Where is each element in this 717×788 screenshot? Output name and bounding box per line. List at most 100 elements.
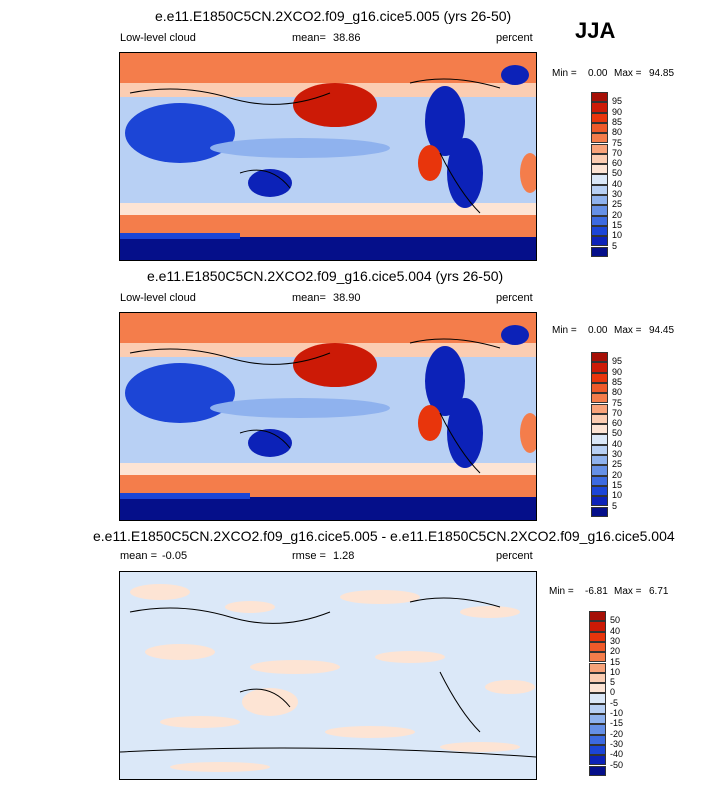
panel3-colorbar-segment	[589, 662, 606, 673]
panel3-colorbar-segment	[589, 724, 606, 735]
panel2-colorbar-segment	[591, 424, 608, 435]
panel1-map-svg	[120, 53, 536, 260]
panel2-colorbar-tick-label: 75	[612, 397, 623, 408]
panel2-colorbar-segment	[591, 382, 608, 394]
panel1-colorbar-segment	[591, 205, 608, 216]
panel3-colorbar-segment	[589, 693, 606, 704]
panel2-colorbar-tick-label: 15	[612, 479, 623, 490]
panel1-colorbar-tick-label: 70	[612, 147, 623, 158]
panel2-colorbar-segment	[591, 393, 608, 404]
panel1-colorbar-segment	[591, 225, 608, 237]
panel1-colorbar-tick-label: 5	[612, 240, 618, 251]
panel1-colorbar-segment	[591, 143, 608, 154]
panel1-map	[119, 52, 537, 261]
panel1-colorbar-segment	[591, 195, 608, 206]
panel3-units: percent	[496, 550, 533, 562]
panel2-colorbar-tick-label: 95	[612, 356, 623, 367]
panel2-colorbar-segment	[591, 403, 608, 414]
panel2-colorbar-tick-label: 85	[612, 376, 623, 387]
panel3-colorbar-tick-label: 15	[610, 656, 621, 667]
panel3-max-label: Max =	[614, 586, 642, 597]
north-america-land	[425, 86, 465, 156]
panel1-colorbar-tick-label: 90	[612, 106, 623, 117]
panel1-colorbar-tick-label: 10	[612, 230, 623, 241]
panel3-colorbar-tick-label: -5	[610, 697, 619, 708]
panel3-colorbar-tick-label: -10	[610, 708, 624, 718]
panel1-colorbar-segment	[591, 246, 608, 257]
panel1-colorbar-tick-label: 25	[612, 199, 623, 210]
panel1-colorbar-tick-label: 30	[612, 189, 623, 199]
panel1-mean-value: 38.86	[333, 32, 361, 44]
panel2-colorbar-segment	[591, 485, 608, 497]
panel1-colorbar-segment	[591, 133, 608, 144]
panel2-colorbar-tick-label: 10	[612, 490, 623, 501]
panel1-colorbar-segment	[591, 164, 608, 175]
panel1-mean-label: mean=	[292, 32, 326, 44]
north-america-land	[425, 346, 465, 416]
panel3-max-value: 6.71	[649, 586, 669, 597]
panel1-colorbar-segment	[591, 122, 608, 134]
panel1-colorbar-tick-label: 60	[612, 158, 623, 169]
coastlines	[129, 338, 501, 474]
arctic-band	[120, 53, 536, 83]
panel3-colorbar-segment	[589, 611, 606, 622]
panel3-colorbar-segment	[589, 703, 606, 714]
panel2-units: percent	[496, 292, 533, 304]
south-america-land	[447, 138, 483, 208]
panel3-colorbar-segment	[589, 621, 606, 632]
panel3-colorbar-tick-label: -15	[610, 718, 624, 729]
panel2-colorbar-segment	[591, 506, 608, 517]
panel1-colorbar-tick-label: 95	[612, 96, 623, 107]
panel1-colorbar-segment	[591, 102, 608, 113]
panel1-colorbar-segment	[591, 153, 608, 165]
panel2-colorbar-tick-label: 40	[612, 438, 623, 449]
panel1-max-value: 94.85	[649, 68, 675, 79]
panel3-map-svg	[120, 572, 536, 779]
panel2-map-svg	[120, 313, 536, 520]
panel3-min-label: Min =	[549, 586, 574, 597]
panel1-colorbar-tick-label: 20	[612, 209, 623, 220]
panel1-colorbar-segment	[591, 92, 608, 103]
panel3-colorbar-segment	[589, 672, 606, 684]
asia-africa-land	[125, 103, 235, 163]
panel3-rmse-label: rmse =	[292, 550, 326, 562]
panel3-colorbar-tick-label: 50	[610, 615, 621, 626]
asia-africa-land	[125, 363, 235, 423]
panel2-colorbar-tick-label: 70	[612, 407, 623, 418]
panel2-colorbar-tick-label: 5	[612, 500, 618, 511]
coastlines	[129, 78, 501, 214]
panel1-colorbar-segment	[591, 174, 608, 185]
panel1-colorbar-tick-label: 50	[612, 168, 623, 179]
panel2-colorbar-tick-label: 50	[612, 428, 623, 439]
panel1-colorbar-segment	[591, 236, 608, 247]
panel2-colorbar-segment	[591, 434, 608, 445]
panel3-mean-label: mean =	[120, 550, 157, 562]
positive-diff-patches	[130, 584, 535, 772]
panel2-min-value: 0.00	[588, 325, 608, 336]
panel2-colorbar-segment	[591, 372, 608, 383]
panel3-colorbar-segment	[589, 734, 606, 745]
panel2-variable-label: Low-level cloud	[120, 292, 196, 304]
panel2-colorbar-tick-label: 25	[612, 459, 623, 470]
southern-ocean-band	[120, 215, 536, 237]
panel2-map	[119, 312, 537, 521]
panel2-colorbar-segment	[591, 444, 608, 455]
panel2-colorbar-tick-label: 30	[612, 449, 623, 459]
panel1-colorbar-tick-label: 85	[612, 116, 623, 127]
south-america-land	[447, 398, 483, 468]
panel2-max-label: Max =	[614, 325, 642, 336]
antarctica	[120, 237, 536, 260]
panel3-min-value: -6.81	[585, 586, 608, 597]
panel1-colorbar-tick-label: 80	[612, 127, 623, 138]
north-pacific-cloud	[293, 343, 377, 387]
panel3-mean-value: -0.05	[162, 550, 188, 562]
australia-land	[248, 429, 292, 457]
antarctica	[120, 497, 536, 520]
panel1-colorbar-segment	[591, 112, 608, 123]
panel3-colorbar-segment	[589, 765, 606, 776]
panel2-colorbar: 95 90 85 80 75 70 60 50 40 30 25 20 15 10 5	[591, 352, 651, 517]
panel1-colorbar-tick-label: 40	[612, 178, 623, 189]
panel2-colorbar-segment	[591, 352, 608, 363]
panel3-colorbar-segment	[589, 755, 606, 766]
panel2-colorbar-segment	[591, 413, 608, 425]
